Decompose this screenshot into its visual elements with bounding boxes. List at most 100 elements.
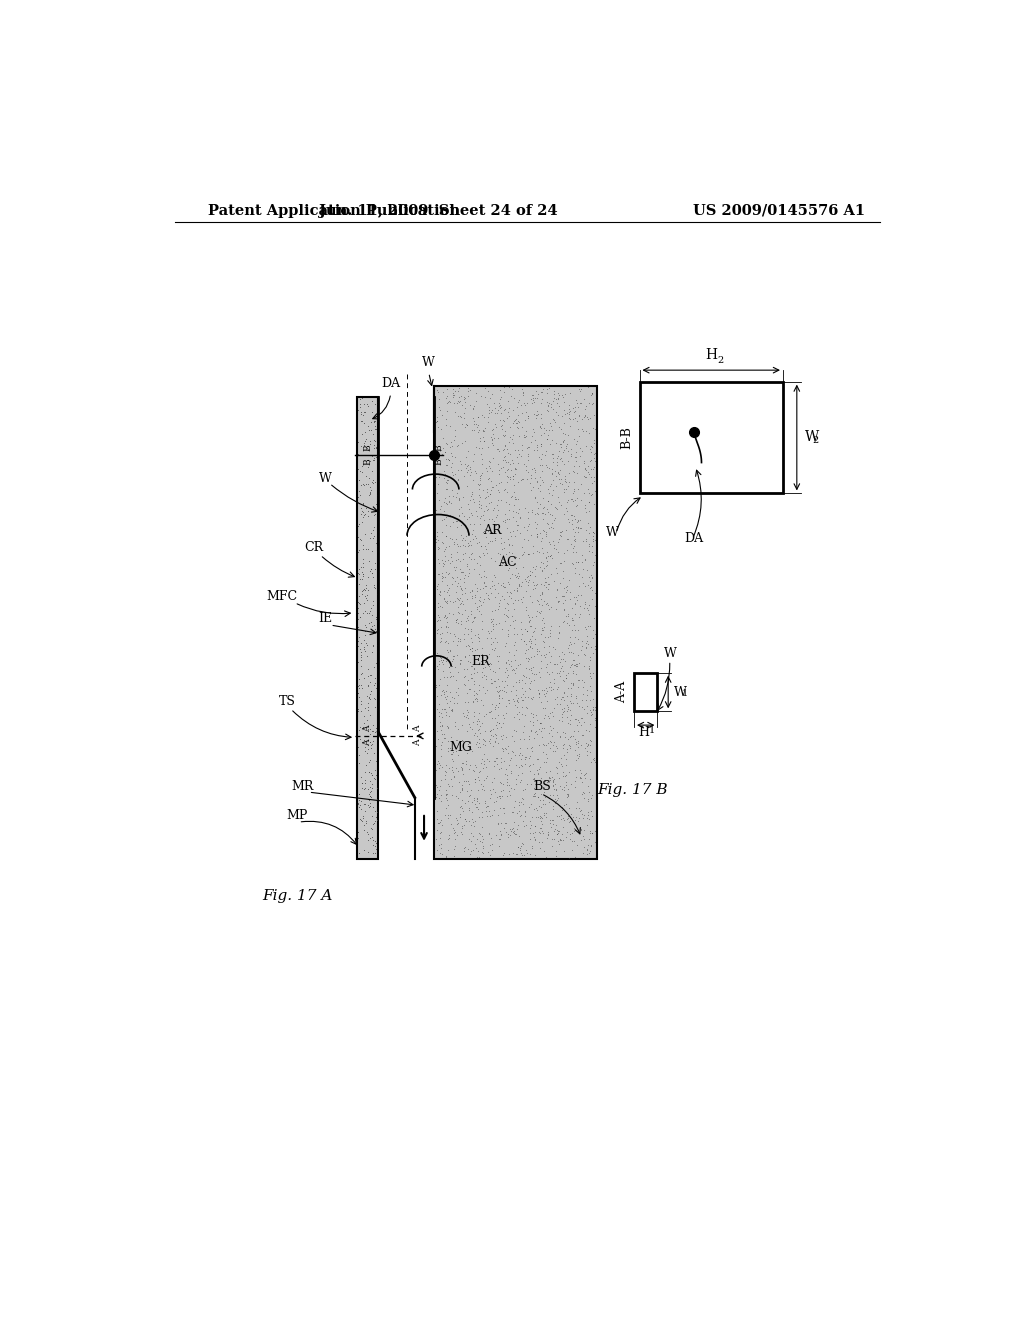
Point — [570, 711, 587, 733]
Point — [501, 574, 517, 595]
Point — [508, 843, 524, 865]
Point — [429, 564, 445, 585]
Point — [566, 455, 583, 477]
Point — [432, 418, 449, 440]
Point — [463, 549, 479, 570]
Point — [497, 708, 513, 729]
Point — [490, 454, 507, 475]
Point — [582, 675, 598, 696]
Point — [566, 529, 583, 550]
Point — [454, 824, 470, 845]
Point — [472, 498, 488, 519]
Point — [520, 686, 537, 708]
Point — [484, 614, 501, 635]
Point — [495, 738, 511, 759]
Point — [463, 544, 479, 565]
Point — [434, 756, 451, 777]
Point — [557, 590, 573, 611]
Point — [559, 742, 575, 763]
Point — [440, 642, 457, 663]
Point — [510, 562, 526, 583]
Point — [460, 606, 476, 627]
Point — [450, 469, 466, 490]
Point — [578, 399, 594, 420]
Point — [476, 664, 493, 685]
Point — [581, 566, 597, 587]
Point — [355, 779, 372, 800]
Point — [434, 381, 451, 403]
Point — [587, 832, 603, 853]
Point — [351, 686, 368, 708]
Point — [514, 624, 530, 645]
Point — [457, 665, 473, 686]
Point — [520, 648, 537, 669]
Point — [582, 491, 598, 512]
Point — [517, 807, 534, 828]
Point — [467, 461, 483, 482]
Point — [574, 781, 591, 803]
Point — [522, 817, 539, 838]
Point — [554, 450, 570, 471]
Point — [551, 615, 567, 636]
Point — [471, 710, 487, 731]
Point — [584, 535, 600, 556]
Polygon shape — [378, 733, 434, 797]
Point — [497, 479, 513, 500]
Point — [535, 742, 551, 763]
Point — [526, 767, 543, 788]
Point — [435, 649, 452, 671]
Point — [587, 595, 603, 616]
Point — [543, 672, 559, 693]
Point — [509, 520, 525, 541]
Point — [557, 469, 573, 490]
Point — [549, 758, 565, 779]
Point — [355, 539, 372, 560]
Point — [472, 467, 488, 488]
Point — [349, 701, 366, 722]
Point — [580, 376, 596, 397]
Point — [486, 599, 503, 620]
Point — [457, 675, 473, 696]
Point — [575, 598, 592, 619]
Point — [518, 840, 535, 861]
Point — [540, 578, 556, 599]
Point — [369, 490, 385, 511]
Point — [437, 408, 454, 429]
Point — [582, 841, 598, 862]
Point — [558, 576, 574, 597]
Point — [556, 733, 572, 754]
Point — [580, 462, 596, 483]
Point — [452, 536, 468, 557]
Point — [447, 550, 464, 572]
Point — [365, 715, 381, 737]
Point — [520, 516, 537, 537]
Point — [525, 457, 542, 478]
Point — [488, 725, 505, 746]
Point — [493, 532, 509, 553]
Point — [430, 537, 446, 558]
Point — [369, 496, 385, 517]
Point — [561, 762, 578, 783]
Point — [536, 636, 552, 657]
Point — [550, 676, 566, 697]
Point — [577, 818, 593, 840]
Point — [453, 796, 469, 817]
Point — [523, 561, 540, 582]
Point — [355, 504, 372, 525]
Point — [507, 694, 523, 715]
Point — [488, 747, 505, 768]
Point — [584, 566, 600, 587]
Point — [493, 726, 509, 747]
Point — [562, 686, 579, 708]
Point — [456, 506, 472, 527]
Point — [360, 719, 377, 741]
Point — [484, 771, 501, 792]
Point — [565, 525, 582, 546]
Point — [570, 455, 587, 477]
Point — [494, 825, 510, 846]
Point — [368, 620, 384, 642]
Point — [474, 426, 490, 447]
Point — [500, 649, 516, 671]
Point — [429, 411, 445, 432]
Point — [541, 792, 557, 813]
